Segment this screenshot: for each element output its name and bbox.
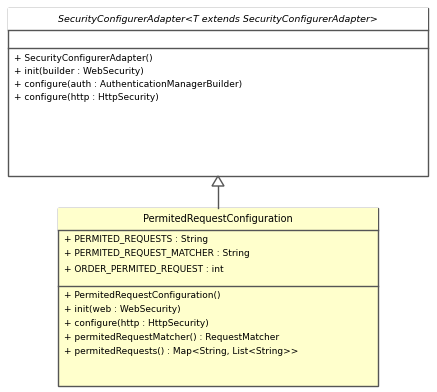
Text: + init(web : WebSecurity): + init(web : WebSecurity)	[64, 305, 180, 314]
Text: + PermitedRequestConfiguration(): + PermitedRequestConfiguration()	[64, 291, 221, 300]
Bar	[8, 8, 428, 176]
Polygon shape	[212, 176, 224, 186]
Text: + configure(auth : AuthenticationManagerBuilder): + configure(auth : AuthenticationManager…	[14, 80, 242, 89]
Text: + permitedRequestMatcher() : RequestMatcher: + permitedRequestMatcher() : RequestMatc…	[64, 333, 279, 342]
Text: + ORDER_PERMITED_REQUEST : int: + ORDER_PERMITED_REQUEST : int	[64, 264, 224, 273]
Text: PermitedRequestConfiguration: PermitedRequestConfiguration	[143, 214, 293, 224]
Text: + init(builder : WebSecurity): + init(builder : WebSecurity)	[14, 67, 144, 76]
Text: + configure(http : HttpSecurity): + configure(http : HttpSecurity)	[64, 319, 209, 328]
Bar	[58, 208, 378, 230]
Text: SecurityConfigurerAdapter<T extends SecurityConfigurerAdapter>: SecurityConfigurerAdapter<T extends Secu…	[58, 15, 378, 24]
Bar	[8, 8, 428, 30]
Text: + PERMITED_REQUEST_MATCHER : String: + PERMITED_REQUEST_MATCHER : String	[64, 249, 250, 258]
Text: + permitedRequests() : Map<String, List<String>>: + permitedRequests() : Map<String, List<…	[64, 347, 298, 356]
Bar	[58, 208, 378, 386]
Text: + SecurityConfigurerAdapter(): + SecurityConfigurerAdapter()	[14, 54, 153, 63]
Text: + PERMITED_REQUESTS : String: + PERMITED_REQUESTS : String	[64, 235, 208, 244]
Text: + configure(http : HttpSecurity): + configure(http : HttpSecurity)	[14, 93, 159, 102]
